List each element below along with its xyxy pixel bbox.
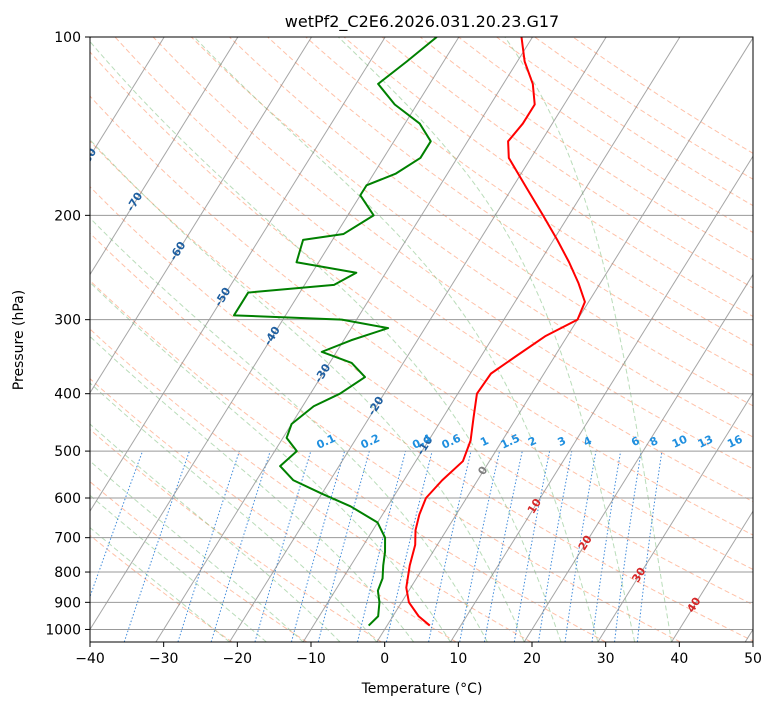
mixing-ratio-line bbox=[177, 450, 240, 642]
isotherm-line bbox=[90, 37, 239, 276]
dry-adiabat-line bbox=[343, 37, 753, 318]
dry-adiabat-line bbox=[90, 481, 308, 642]
dry-adiabat-line bbox=[90, 232, 681, 642]
isotherm-label: -90 bbox=[37, 92, 59, 116]
y-tick-label: 400 bbox=[54, 387, 81, 403]
isotherm-label: -80 bbox=[78, 146, 100, 170]
dry-adiabat-line bbox=[90, 140, 753, 606]
moist-adiabat-line bbox=[337, 37, 636, 642]
x-tick-label: 30 bbox=[597, 651, 615, 667]
isotherm-line bbox=[90, 37, 312, 394]
x-axis-label: Temperature (°C) bbox=[361, 681, 483, 697]
x-tick-label: −20 bbox=[223, 651, 253, 667]
moist-adiabat-line bbox=[90, 382, 378, 642]
mixing-ratio-line bbox=[254, 450, 312, 642]
x-tick-label: 50 bbox=[744, 651, 762, 667]
isotherm-line bbox=[671, 510, 753, 642]
dry-adiabat-line bbox=[114, 37, 753, 503]
mixing-ratio-line bbox=[385, 450, 433, 642]
isotherm-line bbox=[90, 37, 165, 158]
x-tick-label: 20 bbox=[523, 651, 541, 667]
x-tick-label: 0 bbox=[380, 651, 389, 667]
x-tick-label: −10 bbox=[296, 651, 326, 667]
moist-adiabat-line bbox=[90, 460, 304, 642]
dry-adiabat-line bbox=[90, 534, 233, 642]
temperature-profile-line bbox=[405, 37, 586, 627]
plot-frame bbox=[89, 36, 754, 643]
mixing-ratio-line bbox=[210, 450, 271, 642]
x-tick-label: −30 bbox=[149, 651, 179, 667]
y-tick-label: 900 bbox=[54, 595, 81, 611]
mixing-ratio-line bbox=[459, 450, 501, 642]
mixing-ratio-label: 16 bbox=[725, 432, 745, 450]
y-tick-label: 600 bbox=[54, 491, 81, 507]
moist-adiabat-line bbox=[504, 37, 673, 642]
isotherm-line bbox=[90, 37, 460, 631]
y-tick-label: 1000 bbox=[45, 622, 81, 638]
dry-adiabat-line bbox=[90, 51, 753, 536]
mixing-ratio-label: 20 bbox=[751, 432, 771, 450]
mixing-ratio-line bbox=[123, 450, 190, 642]
dry-adiabat-line bbox=[90, 95, 753, 570]
x-axis: −40 −30 −20 −10 0 10 20 30 40 50 bbox=[75, 642, 762, 667]
moist-adiabat-line bbox=[90, 335, 415, 642]
dry-adiabat-line bbox=[90, 279, 606, 642]
isotherm-line bbox=[229, 37, 607, 642]
moist-adiabat-line bbox=[90, 281, 451, 642]
mixing-ratio-line bbox=[290, 450, 346, 642]
isotherm-line bbox=[450, 155, 753, 642]
dry-adiabat-line bbox=[90, 328, 532, 642]
moist-adiabat-line bbox=[193, 37, 599, 642]
isotherm-line bbox=[597, 391, 753, 642]
moist-adiabat-line bbox=[90, 423, 341, 642]
dry-adiabat-line bbox=[152, 37, 753, 470]
isotherm-line bbox=[376, 37, 753, 642]
mixing-ratio-line bbox=[428, 450, 472, 642]
x-tick-label: −40 bbox=[75, 651, 105, 667]
mixing-ratio-label: 10 bbox=[670, 432, 690, 450]
plot-area bbox=[90, 37, 753, 642]
mixing-ratio-line bbox=[317, 450, 370, 642]
moist-adiabat-line bbox=[90, 494, 267, 642]
isotherm-line bbox=[90, 37, 386, 513]
dry-adiabat-line bbox=[90, 378, 457, 642]
moist-adiabat-line bbox=[90, 40, 562, 642]
moist-adiabat-line bbox=[90, 138, 525, 642]
y-axis-label: Pressure (hPa) bbox=[11, 290, 27, 390]
isotherm-label: -100 bbox=[0, 46, 14, 77]
dry-adiabat-line bbox=[305, 37, 753, 347]
dry-adiabat-line bbox=[267, 37, 753, 376]
dry-adiabat-line bbox=[190, 37, 753, 438]
dewpoint-profile-line bbox=[233, 37, 438, 627]
mixing-ratio-label: 13 bbox=[696, 433, 715, 451]
y-tick-label: 100 bbox=[54, 30, 81, 46]
isotherm-line bbox=[155, 37, 533, 642]
moist-adiabat-line bbox=[90, 526, 230, 642]
y-tick-label: 200 bbox=[54, 208, 81, 224]
chart-title: wetPf2_C2E6.2026.031.20.23.G17 bbox=[285, 12, 559, 32]
isotherm-line bbox=[523, 273, 753, 642]
isotherm-line bbox=[302, 37, 681, 642]
y-tick-label: 500 bbox=[54, 444, 81, 460]
x-tick-label: 10 bbox=[449, 651, 467, 667]
y-tick-label: 700 bbox=[54, 531, 81, 547]
y-tick-label: 800 bbox=[54, 565, 81, 581]
x-tick-label: 40 bbox=[670, 651, 688, 667]
y-tick-label: 300 bbox=[54, 313, 81, 329]
y-axis: 100 200 300 400 500 600 700 800 900 1000 bbox=[45, 30, 90, 638]
